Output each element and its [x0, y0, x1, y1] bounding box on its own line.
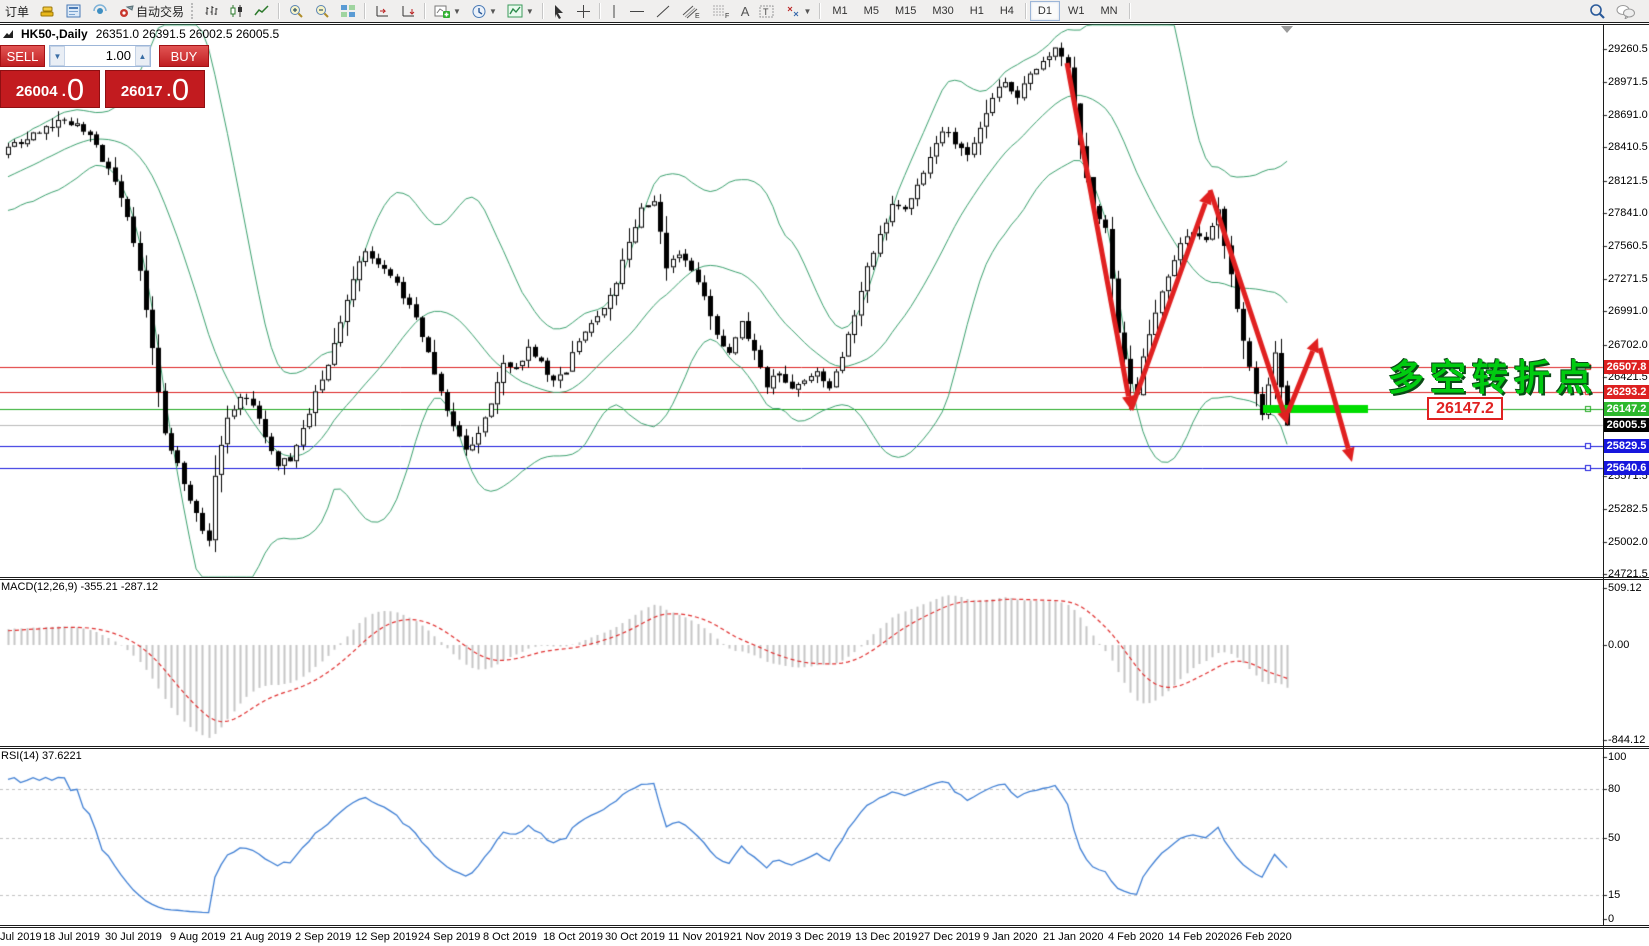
date-axis-label: 9 Aug 2019	[170, 931, 226, 943]
price-tick-label: 24721.5	[1608, 568, 1648, 580]
macd-indicator-label: MACD(12,26,9) -355.21 -287.12	[1, 581, 159, 593]
date-axis-label: 18 Jul 2019	[43, 931, 100, 943]
date-axis-label: 18 Oct 2019	[543, 931, 603, 943]
price-tick-label: 28971.5	[1608, 76, 1648, 88]
rsi-axis-label: 0	[1608, 913, 1615, 925]
ohlc-values: 26351.0 26391.5 26002.5 26005.5	[95, 27, 280, 41]
rsi-axis-label: 80	[1608, 783, 1621, 795]
price-tick-label: 28410.5	[1608, 141, 1648, 153]
date-axis-label: 4 Feb 2020	[1108, 931, 1164, 943]
price-level-badge: 26293.2	[1604, 385, 1649, 399]
date-axis-separator	[0, 925, 1649, 928]
date-axis-label: 21 Jan 2020	[1043, 931, 1104, 943]
price-level-badge: 26507.8	[1604, 360, 1649, 374]
price-level-badge: 25640.6	[1604, 461, 1649, 475]
price-level-badge: 26005.5	[1604, 418, 1649, 432]
rsi-panel-separator[interactable]	[0, 746, 1649, 749]
sell-button[interactable]: SELL	[0, 45, 45, 67]
date-axis-label: 30 Jul 2019	[105, 931, 162, 943]
date-axis-label: 13 Dec 2019	[855, 931, 918, 943]
date-axis-label: 21 Nov 2019	[730, 931, 793, 943]
price-tick-label: 27841.0	[1608, 207, 1648, 219]
price-tick-label: 25282.5	[1608, 503, 1648, 515]
macd-axis-label: -844.12	[1608, 734, 1646, 746]
sell-price: 26004 .	[15, 83, 66, 100]
macd-axis-label: 0.00	[1608, 639, 1630, 651]
date-axis-label: 26 Feb 2020	[1230, 931, 1292, 943]
chart-shift-marker[interactable]	[1281, 26, 1293, 33]
date-axis-label: 3 Dec 2019	[795, 931, 852, 943]
price-tick-label: 28691.0	[1608, 109, 1648, 121]
price-tick-label: 26421.5	[1608, 371, 1648, 383]
buy-button[interactable]: BUY	[159, 45, 209, 67]
level-price-label-box[interactable]: 26147.2	[1427, 397, 1503, 420]
buy-price-box[interactable]: 26017 .0	[105, 70, 205, 108]
chart-window-icon	[3, 29, 13, 38]
price-level-badge: 26147.2	[1604, 402, 1649, 416]
date-axis-label: 27 Dec 2019	[918, 931, 981, 943]
date-axis-label: 21 Aug 2019	[230, 931, 292, 943]
macd-panel-separator[interactable]	[0, 577, 1649, 580]
date-axis-label: 30 Oct 2019	[605, 931, 665, 943]
price-level-badge: 25829.5	[1604, 439, 1649, 453]
date-axis-label: 11 Nov 2019	[668, 931, 730, 943]
rsi-axis-label: 15	[1608, 889, 1621, 901]
price-axis-line	[1603, 25, 1604, 925]
sell-price-big-digit: 0	[66, 72, 85, 107]
date-axis-label: Jul 2019	[0, 931, 42, 943]
price-tick-label: 28121.5	[1608, 175, 1648, 187]
one-click-trading-panel: SELL ▼ 1.00 ▲ BUY 26004 .0 26017 .0	[0, 45, 210, 108]
price-tick-label: 27271.5	[1608, 273, 1648, 285]
buy-price: 26017 .	[120, 83, 171, 100]
volume-down-button[interactable]: ▼	[50, 46, 65, 66]
rsi-axis-label: 100	[1608, 751, 1627, 763]
symbol-period-label: HK50-,Daily	[21, 27, 88, 41]
price-tick-label: 29260.5	[1608, 43, 1648, 55]
volume-up-button[interactable]: ▲	[135, 46, 150, 66]
date-axis-label: 14 Feb 2020	[1168, 931, 1230, 943]
date-axis-label: 2 Sep 2019	[295, 931, 352, 943]
date-axis-label: 9 Jan 2020	[983, 931, 1038, 943]
rsi-axis-label: 50	[1608, 832, 1621, 844]
chart-title: HK50-,Daily 26351.0 26391.5 26002.5 2600…	[3, 27, 279, 41]
price-tick-label: 26991.0	[1608, 305, 1648, 317]
date-axis-label: 8 Oct 2019	[483, 931, 537, 943]
volume-field[interactable]: 1.00	[65, 46, 135, 66]
price-tick-label: 25002.0	[1608, 536, 1648, 548]
buy-price-big-digit: 0	[171, 72, 190, 107]
price-tick-label: 27560.5	[1608, 240, 1648, 252]
macd-axis-label: 509.12	[1608, 582, 1642, 594]
date-axis-label: 24 Sep 2019	[418, 931, 481, 943]
sell-price-box[interactable]: 26004 .0	[0, 70, 100, 108]
turning-point-annotation[interactable]: 多空转折点	[1388, 357, 1599, 398]
rsi-indicator-label: RSI(14) 37.6221	[1, 750, 82, 762]
price-tick-label: 26702.0	[1608, 339, 1648, 351]
date-axis-label: 12 Sep 2019	[355, 931, 418, 943]
